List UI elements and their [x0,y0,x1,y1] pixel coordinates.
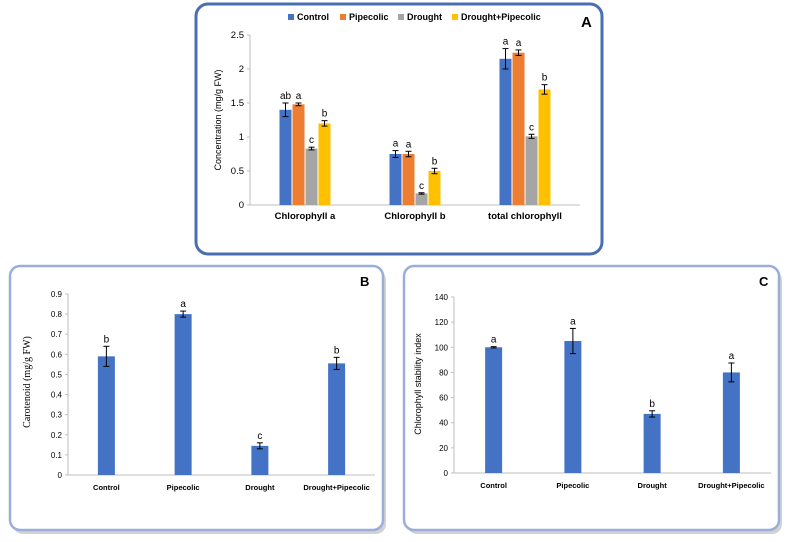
significance-letter: a [503,37,509,48]
y-tick-label: 1.5 [231,98,244,109]
y-tick-label: 0.1 [51,451,63,460]
y-tick-label: 2 [239,64,244,75]
bar [402,154,415,205]
x-category-label: Control [480,481,507,490]
panel-c-letter: C [759,274,769,289]
legend-label: Drought+Pipecolic [461,12,541,22]
significance-letter: b [542,73,548,84]
y-tick-label: 0 [58,471,63,480]
significance-letter: a [516,38,522,49]
bar [485,347,503,473]
bar [389,154,402,205]
bar [328,363,346,475]
bar [292,104,305,205]
x-category-label: Control [93,483,120,492]
x-category-label: Chlorophyll a [275,211,336,222]
legend-label: Pipecolic [349,12,389,22]
bar [97,356,115,475]
bar [512,52,525,206]
significance-letter: a [729,351,735,362]
bar [722,372,740,473]
significance-letter: a [491,335,497,346]
y-tick-label: 20 [439,444,448,453]
significance-letter: c [257,431,262,442]
y-tick-label: 0.6 [51,350,63,359]
significance-letter: c [419,181,424,192]
y-tick-label: 0.7 [51,330,63,339]
significance-letter: b [104,334,110,345]
y-tick-label: 0 [239,200,244,211]
bar [428,171,441,205]
significance-letter: b [649,399,655,410]
y-tick-label: 100 [435,343,449,352]
bar [525,136,538,205]
bar [251,445,269,475]
significance-letter: a [296,91,302,102]
significance-letter: a [180,299,186,310]
legend-swatch [288,14,294,20]
x-category-label: Pipecolic [556,481,589,490]
x-category-label: Chlorophyll b [384,211,445,222]
x-category-label: Drought [638,481,668,490]
bar [305,148,318,205]
panel-b-letter: B [360,274,369,289]
x-category-label: total chlorophyll [488,211,562,222]
legend-label: Drought [407,12,442,22]
y-tick-label: 80 [439,368,448,377]
y-tick-label: 0.8 [51,310,63,319]
significance-letter: b [322,109,328,120]
bar [564,341,582,473]
legend-swatch [398,14,404,20]
y-tick-label: 0.4 [51,391,63,400]
significance-letter: a [570,316,576,327]
panel-c-frame [402,264,781,532]
legend-swatch [340,14,346,20]
significance-letter: b [432,156,438,167]
bar [415,193,428,205]
y-tick-label: 60 [439,394,448,403]
panel-c-chart: 0 20 40 60 80 100 120 140 Control a Pipecolic a Drou… [435,293,771,490]
bar [538,89,551,205]
legend-swatch [452,14,458,20]
y-tick-label: 0 [444,469,449,478]
y-tick-label: 2.5 [231,30,244,41]
x-category-label: Pipecolic [167,483,200,492]
significance-letter: b [334,345,340,356]
y-tick-label: 0.2 [51,431,63,440]
panel-c-y-axis-title: Chlorophyll stability index [413,333,423,435]
bar [279,109,292,205]
significance-letter: a [406,139,412,150]
legend-label: Control [297,12,329,22]
significance-letter: a [393,139,399,150]
bar [499,58,512,205]
y-tick-label: 140 [435,293,449,302]
y-tick-label: 0.3 [51,411,63,420]
x-category-label: Drought+Pipecolic [303,483,369,492]
bar [174,314,192,475]
panel-b-y-axis-title: Carotenoid (mg/g FW) [22,336,33,428]
y-tick-label: 0.5 [51,370,63,379]
x-category-label: Drought+Pipecolic [698,481,764,490]
significance-letter: c [529,122,534,133]
bar [318,123,331,205]
bar [643,413,661,473]
panel-a-letter: A [581,14,592,31]
panel-b-chart: 0 0.1 0.2 0.3 0.4 0.5 0.6 0.7 0.8 0.9 Control b Pipe… [51,290,375,492]
significance-letter: ab [280,91,292,102]
y-tick-label: 40 [439,419,448,428]
y-tick-label: 120 [435,318,449,327]
y-tick-label: 0.9 [51,290,63,299]
significance-letter: c [309,135,314,146]
x-category-label: Drought [245,483,275,492]
y-tick-label: 0.5 [231,166,244,177]
y-tick-label: 1 [239,132,244,143]
panel-a-y-axis-title: Concentration (mg/g FW) [213,69,223,170]
